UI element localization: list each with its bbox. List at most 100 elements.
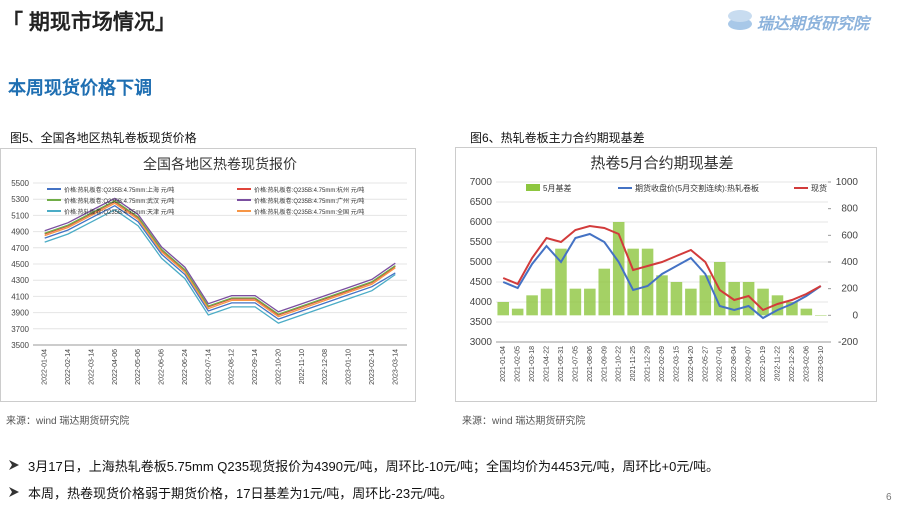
x-tick-label: 2021-11-25 <box>630 346 637 381</box>
x-tick-label: 2023-03-10 <box>818 346 825 382</box>
x-tick-label: 2021-08-06 <box>587 346 594 382</box>
line-series <box>44 200 396 316</box>
x-tick-label: 2022-05-27 <box>702 346 709 382</box>
bar <box>685 288 697 316</box>
bar <box>641 248 654 316</box>
y-tick-label: 6500 <box>470 197 493 208</box>
x-tick-label: 2022-07-01 <box>717 346 724 382</box>
line-series <box>44 204 396 320</box>
legend-label: 5月基差 <box>543 183 571 193</box>
bar <box>771 295 784 316</box>
bar <box>555 248 567 316</box>
bar <box>598 268 611 316</box>
bar <box>526 295 538 316</box>
x-tick-label: 2022-11-10 <box>299 349 306 384</box>
bullet-text: 3月17日，上海热轧卷板5.75mm Q235现货报价为4390元/吨，周环比-… <box>28 459 719 474</box>
y-tick-label: 3000 <box>470 337 493 348</box>
x-tick-label: 2021-07-05 <box>572 346 579 382</box>
legend-label: 现货 <box>811 183 827 193</box>
y-tick-label: 4500 <box>470 277 493 288</box>
y-tick-label: 4700 <box>11 244 29 253</box>
line-series <box>44 200 396 315</box>
bar <box>511 308 524 316</box>
x-tick-label: 2023-02-06 <box>803 346 810 382</box>
line-series <box>502 232 822 320</box>
x-tick-label: 2022-01-04 <box>42 349 49 385</box>
bar <box>800 308 813 316</box>
y-tick-label: 4300 <box>11 276 29 285</box>
bar <box>786 302 798 316</box>
source: 来源：wind 瑞达期货研究院 <box>6 416 130 427</box>
x-tick-label: 2022-02-14 <box>65 349 72 385</box>
x-tick-label: 2022-04-20 <box>688 346 695 382</box>
bar <box>612 222 625 316</box>
y-tick-label: 5100 <box>11 211 29 220</box>
legend-label: 价格:热轧板卷:Q235B:4.75mm:广州 元/吨 <box>254 197 364 205</box>
y-tick-label: 3700 <box>11 325 29 334</box>
y-tick-label: 3900 <box>11 309 29 318</box>
bullet-marker <box>9 460 19 470</box>
y-tick-label: 4100 <box>11 292 29 301</box>
bar <box>742 282 755 316</box>
x-tick-label: 2023-01-10 <box>346 349 353 385</box>
x-tick-label: 2021-09-09 <box>601 346 608 382</box>
y-tick-label: 5500 <box>470 237 493 248</box>
y2-tick-label: 200 <box>841 284 858 295</box>
bullet-text: 本周，热卷现货价格弱于期货价格，17日基差为1元/吨，周环比-23元/吨。 <box>28 486 453 501</box>
y-tick-label: 3500 <box>11 341 29 350</box>
chart: 热卷5月合约期现基差300035004000450050005500600065… <box>455 147 877 402</box>
x-tick-label: 2022-03-14 <box>88 349 95 385</box>
y-tick-label: 6000 <box>470 217 493 228</box>
chart-title: 全国各地区热卷现货报价 <box>143 156 297 172</box>
x-tick-label: 2023-03-14 <box>392 349 399 385</box>
y-tick-label: 5300 <box>11 195 29 204</box>
x-tick-label: 2021-05-31 <box>558 346 565 382</box>
x-tick-label: 2022-07-14 <box>205 349 212 385</box>
x-tick-label: 2021-01-04 <box>500 346 507 382</box>
y2-tick-label: 600 <box>841 230 858 241</box>
y-tick-label: 4000 <box>470 297 493 308</box>
x-tick-label: 2022-11-22 <box>774 346 781 381</box>
bar <box>656 275 668 316</box>
chart: 全国各地区热卷现货报价 3500 3700 3900 4100 4300 4500 4700 4… <box>0 148 416 402</box>
y2-tick-label: -200 <box>838 337 858 348</box>
logo-icon <box>728 10 752 30</box>
bar <box>569 288 582 316</box>
x-tick-label: 2022-04-06 <box>112 349 119 385</box>
bar <box>540 288 553 316</box>
x-tick-label: 2022-02-09 <box>659 346 666 382</box>
y2-tick-label: 1000 <box>836 177 859 188</box>
x-tick-label: 2022-08-12 <box>229 349 236 385</box>
x-tick-label: 2022-12-26 <box>789 346 796 382</box>
x-tick-label: 2022-10-19 <box>760 346 767 382</box>
bar <box>699 275 712 316</box>
legend-label: 价格:热轧板卷:Q235B:4.75mm:杭州 元/吨 <box>254 186 364 194</box>
y-tick-label: 3500 <box>470 317 493 328</box>
x-tick-label: 2022-09-07 <box>746 346 753 382</box>
x-tick-label: 2022-09-14 <box>252 349 259 385</box>
section-title: 本周现货价格下调 <box>8 78 152 98</box>
y-tick-label: 4900 <box>11 228 29 237</box>
x-tick-label: 2021-12-29 <box>645 346 652 382</box>
line-series <box>502 224 822 312</box>
x-tick-label: 2022-12-08 <box>322 349 329 385</box>
y2-tick-label: 0 <box>852 310 858 321</box>
logo-text: 瑞达期货研究院 <box>757 16 870 33</box>
legend-label: 价格:热轧板卷:Q235B:4.75mm:武汉 元/吨 <box>64 197 174 205</box>
x-tick-label: 2022-08-04 <box>731 346 738 382</box>
x-tick-label: 2022-06-06 <box>159 349 166 385</box>
y2-tick-label: 800 <box>841 204 858 215</box>
x-tick-label: 2022-03-15 <box>673 346 680 382</box>
y-tick-label: 5500 <box>11 179 29 188</box>
y2-tick-label: 400 <box>841 257 858 268</box>
y-tick-label: 4500 <box>11 260 29 269</box>
legend-label: 价格:热轧板卷:Q235B:4.75mm:全国 元/吨 <box>254 208 364 216</box>
y-tick-label: 7000 <box>470 177 493 188</box>
line-series <box>44 202 396 318</box>
x-tick-label: 2021-02-05 <box>515 346 522 382</box>
x-tick-label: 2021-04-22 <box>544 346 551 382</box>
legend-label: 价格:热轧板卷:Q235B:4.75mm:天津 元/吨 <box>64 208 174 216</box>
legend-label: 期货收盘价(5月交割连续):热轧卷板 <box>635 183 759 193</box>
bar <box>627 248 639 316</box>
